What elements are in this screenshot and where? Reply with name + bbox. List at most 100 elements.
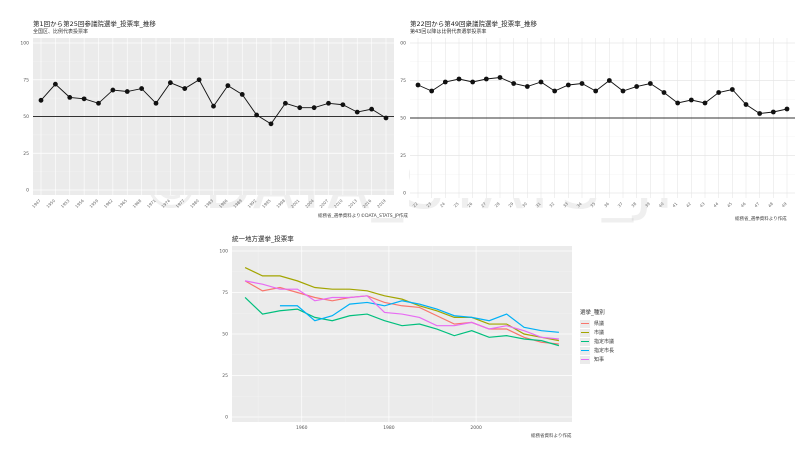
y-tick-label: 75 — [400, 78, 406, 84]
chart-legend: 選挙_種別 県議 市議 指定市議 指定市長 知事 — [580, 308, 614, 364]
legend-key — [580, 337, 590, 346]
data-point — [211, 103, 216, 109]
x-tick-label: 1974 — [160, 198, 171, 209]
x-tick-label: 2013 — [347, 198, 358, 209]
y-tick-label: 0 — [403, 191, 406, 197]
data-point — [661, 90, 667, 95]
x-tick-label: 2001 — [290, 198, 301, 209]
data-point — [429, 88, 435, 94]
y-tick-label: 100 — [400, 41, 406, 47]
chart-subtitle: 第43回以降は比例代表選挙投票率 — [410, 29, 487, 35]
data-point — [153, 100, 159, 106]
data-point — [538, 79, 544, 85]
chart-subtitle: 全国区、比例代表投票率 — [33, 29, 89, 35]
x-tick-label: 33 — [562, 201, 569, 208]
x-tick-label: 41 — [671, 201, 678, 208]
chart-plot: 0 25 50 75 100 22 23 24 25 26 27 28 29 30 31 32 33 34 35 36… — [400, 38, 795, 208]
data-point — [254, 112, 260, 118]
y-tick-label: 75 — [23, 77, 29, 83]
x-tick-label: 31 — [535, 201, 542, 208]
data-point — [38, 97, 44, 103]
legend-label: 知事 — [594, 357, 605, 363]
y-tick-label: 25 — [222, 373, 228, 379]
x-tick-label: 43 — [699, 201, 706, 208]
data-point — [383, 115, 389, 121]
x-tick-label: 1960 — [296, 425, 308, 431]
x-tick-label: 1971 — [146, 198, 157, 209]
legend-key — [580, 328, 590, 337]
data-point — [579, 81, 585, 86]
data-point — [139, 86, 145, 91]
data-point — [52, 81, 58, 87]
x-tick-label: 2019 — [376, 198, 387, 209]
data-point — [81, 96, 87, 102]
data-point — [716, 90, 722, 95]
data-point — [483, 76, 489, 82]
chart-title: 統一地方選挙_投票率 — [232, 235, 294, 243]
data-point — [96, 100, 101, 106]
y-tick-label: 0 — [225, 415, 228, 421]
x-tick-label: 44 — [712, 201, 719, 208]
data-point — [340, 102, 346, 108]
x-tick-label: 24 — [439, 201, 446, 208]
legend-label: 指定市長 — [594, 348, 615, 354]
x-tick-label: 45 — [726, 201, 733, 208]
data-point — [702, 100, 708, 106]
x-tick-label: 1998 — [275, 198, 286, 209]
x-tick-label: 39 — [644, 201, 651, 208]
x-tick-label: 42 — [685, 201, 692, 208]
chart-upper-house: 第1回から第25回参議院選挙_投票率_推移 全国区、比例代表投票率 0 25 50 7… — [0, 0, 407, 230]
x-tick-label: 38 — [630, 201, 637, 208]
x-tick-label: 1983 — [203, 198, 214, 209]
chart-plot: 0 25 50 75 100 1960 1980 2000 — [219, 246, 572, 431]
data-point — [784, 106, 790, 112]
x-tick-label: 1986 — [218, 198, 229, 209]
data-point — [167, 80, 173, 86]
y-tick-label: 75 — [222, 290, 228, 296]
series-line-県議 — [244, 280, 559, 345]
chart-plot: 0 25 50 75 100 1947 1950 1953 1956 1959 1962 1965 19… — [20, 38, 394, 209]
chart-lower-house: 第22回から第49回衆議院選挙_投票率_推移 第43回以降は比例代表選挙投票率 … — [400, 0, 800, 230]
series-line — [417, 77, 788, 114]
y-tick-label: 100 — [219, 249, 228, 255]
y-tick-label: 0 — [26, 188, 29, 194]
data-point — [456, 76, 462, 82]
legend-key — [580, 319, 590, 328]
x-tick-label: 1968 — [132, 198, 143, 209]
y-tick-label: 50 — [23, 114, 29, 120]
x-tick-label: 1962 — [103, 198, 114, 209]
x-tick-label: 23 — [425, 201, 432, 208]
x-tick-label: 37 — [617, 201, 624, 208]
data-point — [326, 100, 331, 106]
x-tick-label: 35 — [589, 201, 596, 208]
x-tick-label: 22 — [412, 201, 419, 208]
data-point — [729, 87, 735, 92]
x-tick-label: 49 — [781, 201, 788, 208]
x-tick-label: 2004 — [304, 198, 315, 209]
chart-local-elections: 統一地方選挙_投票率 0 25 50 75 100 1960 1980 2000 総務省資料よ… — [0, 230, 800, 450]
y-tick-label: 25 — [400, 153, 406, 159]
x-tick-label: 27 — [480, 201, 487, 208]
data-point — [311, 105, 317, 111]
y-tick-label: 50 — [400, 116, 406, 122]
data-point — [593, 88, 599, 94]
x-tick-label: 1980 — [189, 198, 200, 209]
legend-item: 県議 — [580, 319, 614, 328]
x-tick-label: 2016 — [362, 198, 373, 209]
data-point — [354, 109, 360, 115]
x-tick-label: 34 — [576, 201, 583, 208]
data-point — [770, 109, 776, 115]
x-tick-label: 1992 — [247, 198, 258, 209]
chart-caption: 総務省資料より作成 — [531, 434, 572, 439]
series-line-指定市長 — [279, 300, 559, 333]
x-tick-label: 1995 — [261, 198, 272, 209]
x-tick-label: 1989 — [232, 198, 243, 209]
x-tick-label: 2010 — [333, 198, 344, 209]
x-tick-label: 1977 — [175, 198, 186, 209]
x-tick-label: 1959 — [88, 198, 99, 209]
x-tick-label: 1953 — [60, 198, 71, 209]
legend-item: 市議 — [580, 328, 614, 337]
x-tick-label: 47 — [753, 201, 760, 208]
data-point — [552, 88, 558, 94]
legend-label: 県議 — [594, 321, 605, 327]
